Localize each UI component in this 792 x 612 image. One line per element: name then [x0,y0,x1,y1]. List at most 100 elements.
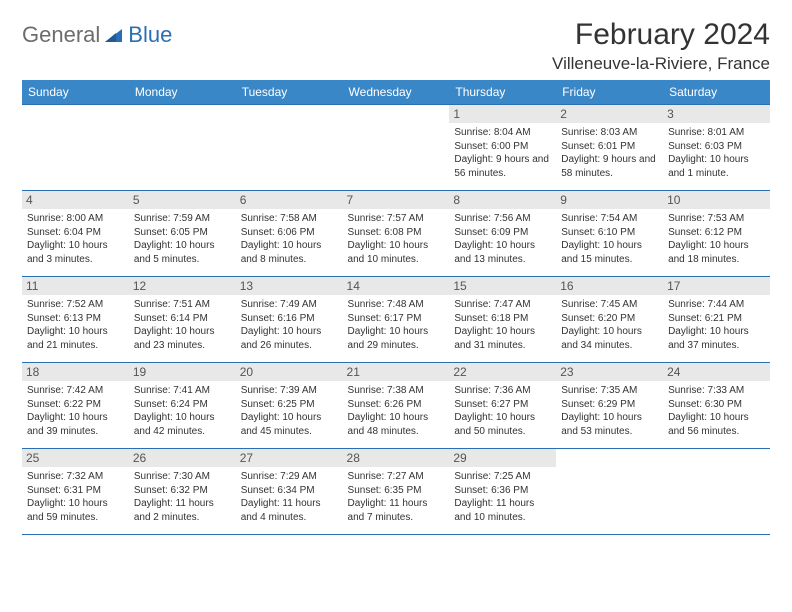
day-number: 5 [129,191,236,209]
calendar-day-cell: 9 Sunrise: 7:54 AMSunset: 6:10 PMDaylight… [556,191,663,277]
day-header: Friday [556,80,663,105]
day-info: Sunrise: 7:54 AMSunset: 6:10 PMDaylight:… [561,212,658,266]
day-number: 4 [22,191,129,209]
day-info: Sunrise: 7:51 AMSunset: 6:14 PMDaylight:… [134,298,231,352]
logo-text-general: General [22,22,100,48]
calendar-day-cell: 15 Sunrise: 7:47 AMSunset: 6:18 PMDayligh… [449,277,556,363]
logo: General Blue [22,18,172,48]
day-info: Sunrise: 7:39 AMSunset: 6:25 PMDaylight:… [241,384,338,438]
calendar-day-cell: 24 Sunrise: 7:33 AMSunset: 6:30 PMDayligh… [663,363,770,449]
month-title: February 2024 [552,18,770,52]
day-info: Sunrise: 7:30 AMSunset: 6:32 PMDaylight:… [134,470,231,524]
calendar-week-row: 1 Sunrise: 8:04 AMSunset: 6:00 PMDaylight… [22,105,770,191]
day-number: 20 [236,363,343,381]
day-info: Sunrise: 7:58 AMSunset: 6:06 PMDaylight:… [241,212,338,266]
day-number: 14 [343,277,450,295]
day-info: Sunrise: 7:42 AMSunset: 6:22 PMDaylight:… [27,384,124,438]
day-info: Sunrise: 7:33 AMSunset: 6:30 PMDaylight:… [668,384,765,438]
calendar-day-cell [663,449,770,535]
day-number: 21 [343,363,450,381]
calendar-day-cell: 25Sunrise: 7:32 AMSunset: 6:31 PMDayligh… [22,449,129,535]
day-info: Sunrise: 7:41 AMSunset: 6:24 PMDaylight:… [134,384,231,438]
day-info: Sunrise: 8:01 AMSunset: 6:03 PMDaylight:… [668,126,765,180]
calendar-day-cell: 27 Sunrise: 7:29 AMSunset: 6:34 PMDayligh… [236,449,343,535]
calendar-day-cell: 8 Sunrise: 7:56 AMSunset: 6:09 PMDaylight… [449,191,556,277]
day-number: 9 [556,191,663,209]
day-number: 2 [556,105,663,123]
calendar-table: SundayMondayTuesdayWednesdayThursdayFrid… [22,80,770,535]
day-number: 25 [22,449,129,467]
day-header: Saturday [663,80,770,105]
day-info: Sunrise: 7:47 AMSunset: 6:18 PMDaylight:… [454,298,551,352]
day-info: Sunrise: 7:36 AMSunset: 6:27 PMDaylight:… [454,384,551,438]
calendar-day-cell: 10 Sunrise: 7:53 AMSunset: 6:12 PMDayligh… [663,191,770,277]
day-header: Thursday [449,80,556,105]
day-info: Sunrise: 7:27 AMSunset: 6:35 PMDaylight:… [348,470,445,524]
day-info: Sunrise: 7:59 AMSunset: 6:05 PMDaylight:… [134,212,231,266]
day-info: Sunrise: 7:44 AMSunset: 6:21 PMDaylight:… [668,298,765,352]
calendar-day-cell: 16 Sunrise: 7:45 AMSunset: 6:20 PMDayligh… [556,277,663,363]
day-number: 8 [449,191,556,209]
day-number: 16 [556,277,663,295]
calendar-day-cell: 21 Sunrise: 7:38 AMSunset: 6:26 PMDayligh… [343,363,450,449]
day-header: Monday [129,80,236,105]
day-number: 24 [663,363,770,381]
day-number: 6 [236,191,343,209]
day-number: 19 [129,363,236,381]
day-number: 22 [449,363,556,381]
day-number: 10 [663,191,770,209]
calendar-day-cell: 2 Sunrise: 8:03 AMSunset: 6:01 PMDaylight… [556,105,663,191]
day-number: 18 [22,363,129,381]
day-number: 15 [449,277,556,295]
day-header: Wednesday [343,80,450,105]
day-info: Sunrise: 7:29 AMSunset: 6:34 PMDaylight:… [241,470,338,524]
day-number: 7 [343,191,450,209]
title-block: February 2024 Villeneuve-la-Riviere, Fra… [552,18,770,74]
day-info: Sunrise: 7:35 AMSunset: 6:29 PMDaylight:… [561,384,658,438]
day-info: Sunrise: 7:53 AMSunset: 6:12 PMDaylight:… [668,212,765,266]
day-number: 26 [129,449,236,467]
day-info: Sunrise: 7:25 AMSunset: 6:36 PMDaylight:… [454,470,551,524]
calendar-day-cell: 7 Sunrise: 7:57 AMSunset: 6:08 PMDaylight… [343,191,450,277]
calendar-day-cell: 20 Sunrise: 7:39 AMSunset: 6:25 PMDayligh… [236,363,343,449]
day-number: 29 [449,449,556,467]
calendar-week-row: 4Sunrise: 8:00 AMSunset: 6:04 PMDaylight… [22,191,770,277]
day-number: 17 [663,277,770,295]
day-number: 28 [343,449,450,467]
calendar-day-cell: 17 Sunrise: 7:44 AMSunset: 6:21 PMDayligh… [663,277,770,363]
day-number: 13 [236,277,343,295]
calendar-day-cell: 11Sunrise: 7:52 AMSunset: 6:13 PMDayligh… [22,277,129,363]
day-number: 3 [663,105,770,123]
calendar-day-cell [556,449,663,535]
day-number: 12 [129,277,236,295]
calendar-day-cell: 18 Sunrise: 7:42 AMSunset: 6:22 PMDayligh… [22,363,129,449]
day-info: Sunrise: 7:57 AMSunset: 6:08 PMDaylight:… [348,212,445,266]
day-number: 23 [556,363,663,381]
day-header: Tuesday [236,80,343,105]
location: Villeneuve-la-Riviere, France [552,54,770,74]
day-info: Sunrise: 7:38 AMSunset: 6:26 PMDaylight:… [348,384,445,438]
calendar-day-cell: 4Sunrise: 8:00 AMSunset: 6:04 PMDaylight… [22,191,129,277]
day-info: Sunrise: 7:45 AMSunset: 6:20 PMDaylight:… [561,298,658,352]
day-info: Sunrise: 7:56 AMSunset: 6:09 PMDaylight:… [454,212,551,266]
calendar-day-cell: 1 Sunrise: 8:04 AMSunset: 6:00 PMDaylight… [449,105,556,191]
day-header: Sunday [22,80,129,105]
day-number: 1 [449,105,556,123]
calendar-day-cell: 12 Sunrise: 7:51 AMSunset: 6:14 PMDayligh… [129,277,236,363]
calendar-day-cell: 6 Sunrise: 7:58 AMSunset: 6:06 PMDaylight… [236,191,343,277]
calendar-day-cell [343,105,450,191]
calendar-day-cell: 13Sunrise: 7:49 AMSunset: 6:16 PMDayligh… [236,277,343,363]
calendar-day-cell [22,105,129,191]
calendar-week-row: 18 Sunrise: 7:42 AMSunset: 6:22 PMDayligh… [22,363,770,449]
calendar-day-cell: 26 Sunrise: 7:30 AMSunset: 6:32 PMDayligh… [129,449,236,535]
calendar-day-cell: 19 Sunrise: 7:41 AMSunset: 6:24 PMDayligh… [129,363,236,449]
logo-text-blue: Blue [128,22,172,48]
day-info: Sunrise: 8:03 AMSunset: 6:01 PMDaylight:… [561,126,658,180]
calendar-day-cell: 29 Sunrise: 7:25 AMSunset: 6:36 PMDayligh… [449,449,556,535]
day-number: 27 [236,449,343,467]
calendar-week-row: 25Sunrise: 7:32 AMSunset: 6:31 PMDayligh… [22,449,770,535]
calendar-day-cell: 23 Sunrise: 7:35 AMSunset: 6:29 PMDayligh… [556,363,663,449]
calendar-header-row: SundayMondayTuesdayWednesdayThursdayFrid… [22,80,770,105]
day-info: Sunrise: 8:04 AMSunset: 6:00 PMDaylight:… [454,126,551,180]
logo-icon [104,26,126,44]
